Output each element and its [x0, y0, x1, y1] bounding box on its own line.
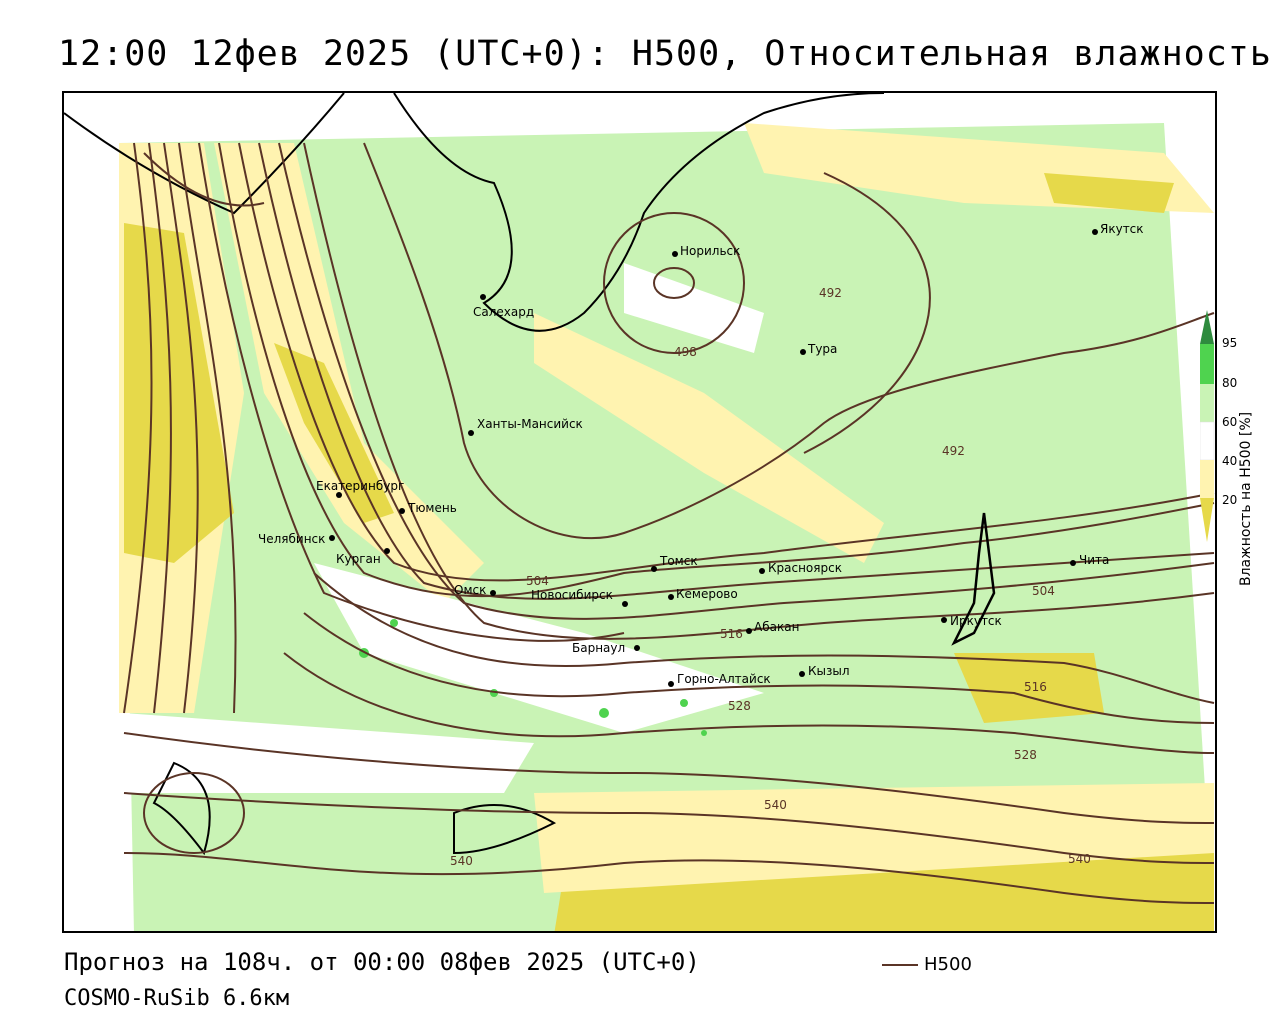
legend-band-40-60: [1200, 421, 1215, 461]
city-dot: [941, 617, 947, 623]
city-dot: [1070, 560, 1076, 566]
legend-band-20-40: [1200, 460, 1214, 498]
h500-line-label: H500: [924, 954, 972, 975]
city-dot: [668, 681, 674, 687]
city-dot: [480, 294, 486, 300]
legend-top-triangle: [1200, 310, 1214, 344]
city-dot: [799, 671, 805, 677]
city-name: Барнаул: [572, 641, 625, 655]
contour-label: 504: [526, 574, 549, 588]
contour-labels: 492 498 492 504 504 516 516 528 528 540 …: [450, 286, 1091, 868]
legend-tick: 80: [1222, 376, 1238, 390]
legend-title: Влажность на H500 [%]: [1238, 411, 1254, 586]
humidity-map: 492 498 492 504 504 516 516 528 528 540 …: [64, 93, 1215, 931]
city-name: Ханты-Мансийск: [477, 417, 583, 431]
contour-label: 516: [1024, 680, 1047, 694]
city-name: Омск: [454, 583, 486, 597]
city-dot: [399, 508, 405, 514]
h500-legend-key: H500: [882, 954, 972, 975]
city-dot: [634, 645, 640, 651]
city-name: Тюмень: [407, 501, 457, 515]
contour-label: 516: [720, 627, 743, 641]
forecast-info: Прогноз на 108ч. от 00:00 08фев 2025 (UT…: [64, 948, 700, 976]
city-name: Горно-Алтайск: [677, 672, 771, 686]
city-name: Кызыл: [808, 664, 850, 678]
city-name: Якутск: [1100, 222, 1144, 236]
contour-label: 528: [1014, 748, 1037, 762]
city-name: Челябинск: [258, 532, 325, 546]
contour-label: 504: [1032, 584, 1055, 598]
contour-label: 498: [674, 345, 697, 359]
city-name: Новосибирск: [531, 588, 613, 602]
city-name: Иркутск: [950, 614, 1002, 628]
city-dot: [1092, 229, 1098, 235]
h500-line-swatch: [882, 963, 918, 966]
legend-bottom-triangle: [1200, 498, 1214, 542]
city-dot: [746, 628, 752, 634]
city-name: Чита: [1079, 553, 1109, 567]
h500-contours: [123, 142, 1215, 904]
city-dot: [490, 590, 496, 596]
contour-label: 540: [764, 798, 787, 812]
legend-tick: 20: [1222, 493, 1238, 507]
city-name: Тура: [807, 342, 837, 356]
city-name: Екатеринбург: [316, 479, 404, 493]
city-dot: [622, 601, 628, 607]
city-name: Норильск: [680, 244, 740, 258]
city-dot: [384, 548, 390, 554]
model-name: COSMO-RuSib 6.6км: [64, 986, 290, 1011]
contour-label: 492: [942, 444, 965, 458]
legend-tick: 40: [1222, 454, 1238, 468]
city-markers: Норильск Якутск Салехард Тура Ханты-Манс…: [258, 222, 1144, 687]
contour-label: 540: [450, 854, 473, 868]
city-name: Салехард: [473, 305, 534, 319]
legend-band-60-80: [1200, 384, 1214, 422]
legend-tick: 95: [1222, 336, 1238, 350]
city-dot: [336, 492, 342, 498]
contour-label: 528: [728, 699, 751, 713]
city-dot: [800, 349, 806, 355]
lake-baikal: [951, 512, 996, 646]
city-dot: [759, 568, 765, 574]
city-dot: [672, 251, 678, 257]
city-name: Кемерово: [676, 587, 738, 601]
city-dot: [668, 594, 674, 600]
city-name: Томск: [659, 554, 698, 568]
city-dot: [329, 535, 335, 541]
legend-band-80-95: [1200, 344, 1214, 384]
city-name: Курган: [336, 552, 381, 566]
legend-tick: 60: [1222, 415, 1238, 429]
map-title: 12:00 12фев 2025 (UTC+0): H500, Относите…: [58, 34, 1272, 74]
coastlines: [64, 93, 885, 856]
map-panel: 492 498 492 504 504 516 516 528 528 540 …: [62, 91, 1217, 933]
contour-label: 540: [1068, 852, 1091, 866]
city-name: Абакан: [754, 620, 799, 634]
city-name: Красноярск: [768, 561, 842, 575]
city-dot: [468, 430, 474, 436]
humidity-legend: [1200, 310, 1215, 542]
contour-label: 492: [819, 286, 842, 300]
city-dot: [651, 566, 657, 572]
